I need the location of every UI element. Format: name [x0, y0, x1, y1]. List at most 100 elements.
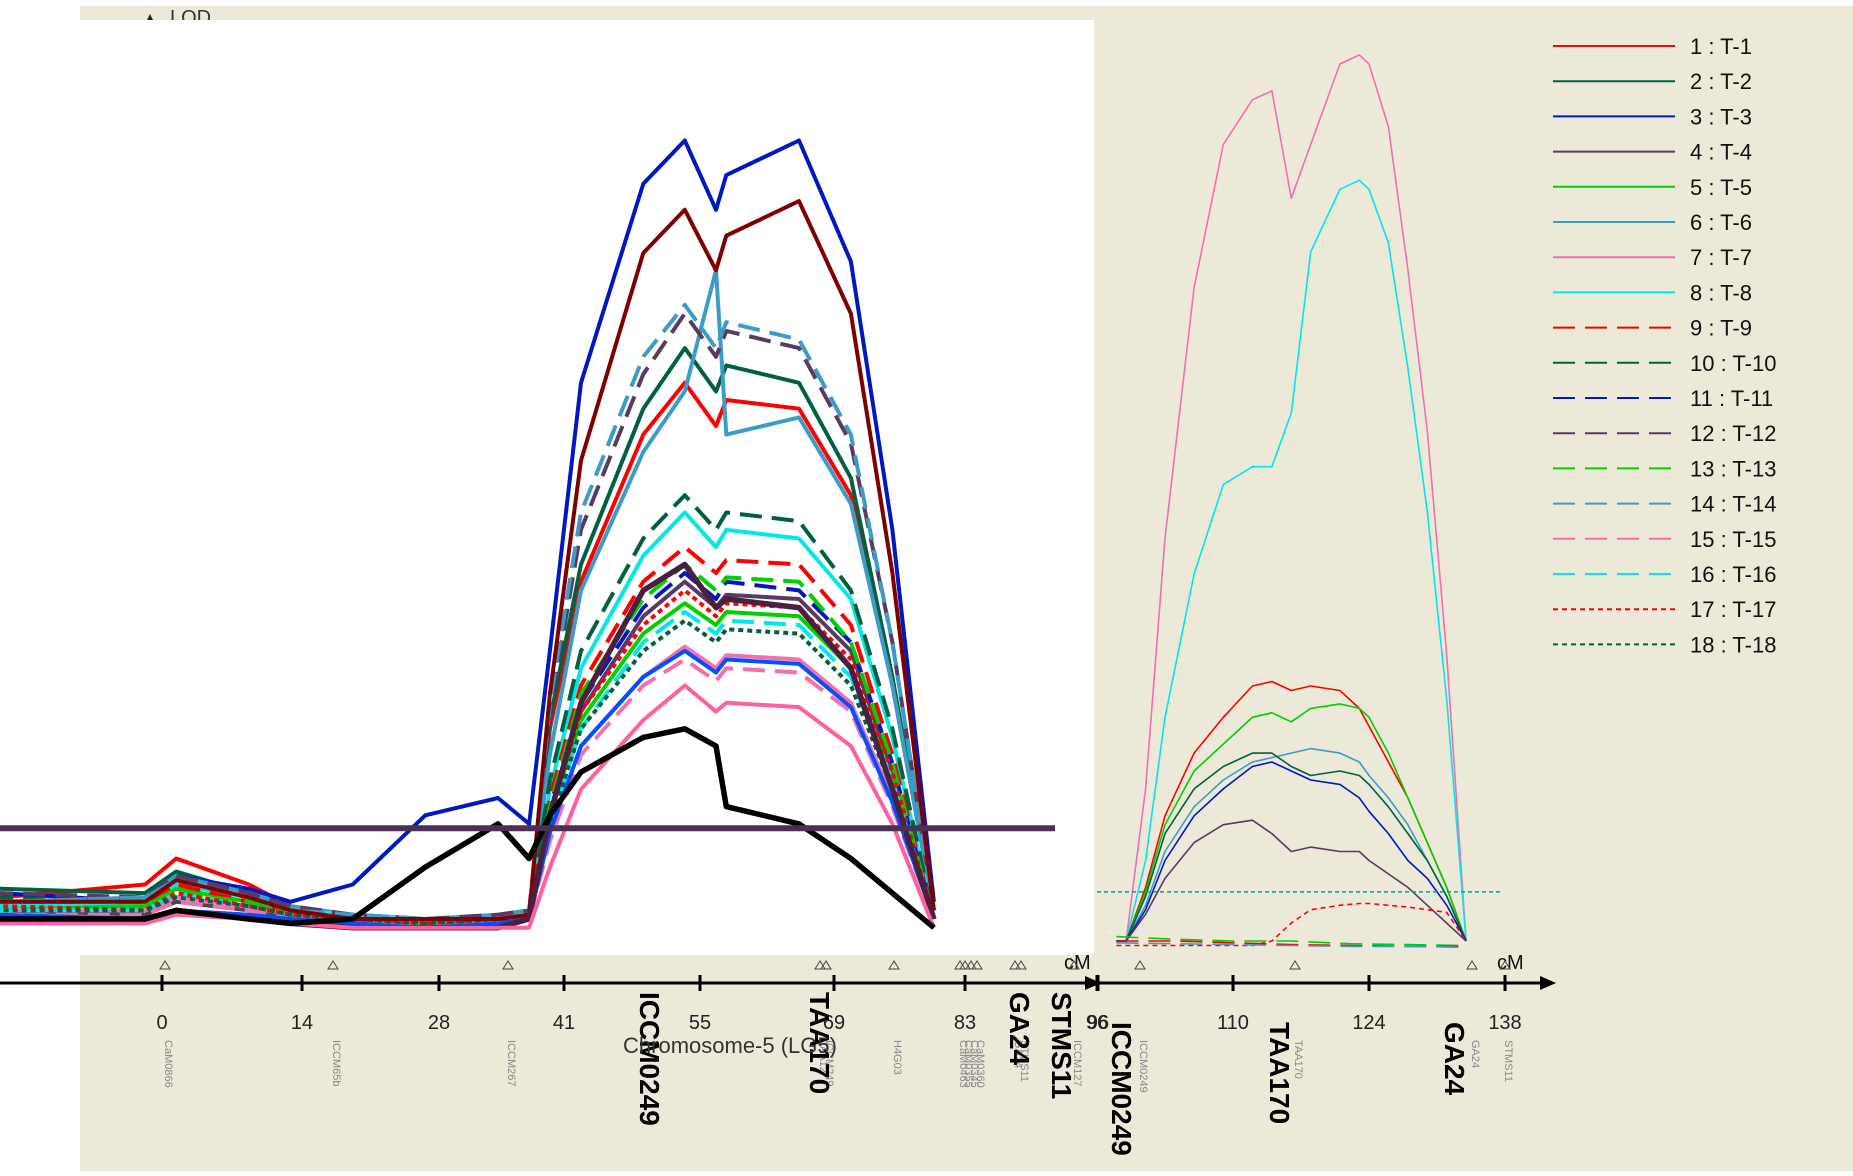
lod-curve-left-series-8b [0, 683, 936, 930]
legend-item: 16 : T-16 [1553, 562, 1776, 587]
marker-name-label: ICCM127 [1071, 1040, 1083, 1086]
marker-name-label: CaM0866 [162, 1040, 174, 1088]
legend-item: 12 : T-12 [1553, 421, 1776, 446]
legend-label: 17 : T-17 [1690, 597, 1776, 622]
marker-name-label: CaM0355 [962, 1040, 974, 1088]
x-axis-tick-label: 124 [1352, 1012, 1385, 1034]
legend-label: 13 : T-13 [1690, 456, 1776, 481]
lod-curve-right-series-8 [1116, 179, 1467, 942]
marker-name-label: GA24 [1012, 1040, 1024, 1068]
lod-curve-right-series-3 [1116, 761, 1467, 942]
legend-label: 16 : T-16 [1690, 562, 1776, 587]
legend-label: 1 : T-1 [1690, 34, 1752, 59]
lod-curve-left-series-9 [0, 545, 936, 926]
legend-label: 7 : T-7 [1690, 245, 1752, 270]
x-axis-tick-label: 110 [1217, 1012, 1249, 1034]
marker-name-label: ICCM65b [330, 1040, 342, 1086]
marker-triangle-icon [888, 960, 900, 970]
marker-triangle-icon [1289, 960, 1301, 970]
legend-item: 3 : T-3 [1553, 104, 1752, 129]
marker-name-label: STMS11 [1502, 1040, 1514, 1082]
legend-label: 10 : T-10 [1690, 351, 1776, 376]
marker-triangle-icon [1466, 960, 1478, 970]
marker-name-label: ICCM267 [505, 1040, 517, 1086]
legend-item: 14 : T-14 [1553, 492, 1776, 517]
trait-legend: 1 : T-1 2 : T-2 3 : T-3 4 : T-4 5 : T-5 6 : T… [1553, 34, 1776, 657]
marker-triangle-icon [327, 960, 339, 970]
marker-name-label: ICCM0249 [1137, 1040, 1149, 1093]
x-axis-tick-label: 0 [156, 1012, 167, 1034]
legend-item: 15 : T-15 [1553, 527, 1776, 552]
lod-curve-right-series-6 [1116, 747, 1467, 942]
x-axis-tick-label: 41 [553, 1012, 575, 1034]
marker-name-label: CaM0345 [968, 1040, 980, 1088]
marker-triangle-icon [1499, 960, 1511, 970]
legend-item: 5 : T-5 [1553, 175, 1752, 200]
legend-label: 6 : T-6 [1690, 210, 1752, 235]
legend-label: 11 : T-11 [1690, 386, 1773, 411]
x-axis-tick-label: 96 [1087, 1012, 1109, 1034]
legend-item: 17 : T-17 [1553, 597, 1776, 622]
legend-item: 6 : T-6 [1553, 210, 1752, 235]
legend-item: 18 : T-18 [1553, 632, 1776, 657]
marker-name-label: ICCM249 [823, 1040, 835, 1086]
x-axis-title: Chromosome-5 (LG5) [623, 1033, 837, 1058]
marker-name-label: H4G03 [891, 1040, 903, 1075]
x-axis-tick-label: 14 [291, 1012, 313, 1034]
marker-triangle-icon [971, 960, 983, 970]
marker-name-label: CaM0463 [957, 1040, 969, 1088]
x-axis-tick-label: 83 [954, 1012, 976, 1034]
legend-label: 18 : T-18 [1690, 632, 1776, 657]
x-axis-tick-label: 96 [1086, 1012, 1108, 1034]
marker-name-label: TAA170 [1292, 1040, 1304, 1079]
bold-marker-label: ICCM0249 [634, 992, 665, 1126]
legend-label: 5 : T-5 [1690, 175, 1752, 200]
legend-item: 13 : T-13 [1553, 456, 1776, 481]
bold-marker-label: GA24 [1439, 1022, 1470, 1096]
lod-curve-right-series-5 [1116, 703, 1467, 942]
legend-label: 3 : T-3 [1690, 104, 1752, 129]
lod-curve-right-series-14 [1116, 942, 1467, 949]
marker-triangle-icon [1134, 960, 1146, 970]
legend-label: 9 : T-9 [1690, 316, 1752, 341]
lod-curve-right-series-2 [1116, 752, 1467, 942]
marker-name-label: GA24 [1469, 1040, 1481, 1068]
marker-name-label: STMS11 [1018, 1040, 1030, 1082]
x-axis-arrow-icon [1540, 976, 1556, 990]
lod-curve-right-series-7 [1116, 54, 1467, 942]
lod-curve-right-series-13 [1116, 935, 1467, 947]
marker-triangle-icon [1015, 960, 1027, 970]
marker-triangle-icon [959, 960, 971, 970]
marker-triangle-icon [1068, 960, 1080, 970]
lod-curve-left-series-1b [0, 199, 936, 921]
right-lod-panel: cM 96 110 124 138 ICCM0249 TAA170 GA24 STMS11 ICC… [1086, 54, 1556, 1156]
legend-label: 14 : T-14 [1690, 492, 1776, 517]
legend-item: 4 : T-4 [1553, 140, 1752, 165]
x-axis-tick-label: 28 [428, 1012, 450, 1034]
x-axis-arrow-icon [1085, 976, 1101, 990]
legend-label: 8 : T-8 [1690, 280, 1752, 305]
marker-triangle-icon [814, 960, 826, 970]
x-axis-tick-label: 138 [1488, 1012, 1521, 1034]
legend-label: 4 : T-4 [1690, 140, 1752, 165]
marker-triangle-icon [965, 960, 977, 970]
marker-triangle-icon [159, 960, 171, 970]
legend-label: 15 : T-15 [1690, 527, 1776, 552]
legend-label: 12 : T-12 [1690, 421, 1776, 446]
bold-marker-label: GA24 [1004, 992, 1035, 1066]
x-axis-unit-label: cM [1497, 952, 1524, 974]
bold-marker-label: TAA170 [804, 992, 835, 1094]
x-axis-tick-label: 55 [689, 1012, 711, 1034]
x-axis-unit-label: cM [1064, 952, 1091, 974]
legend-item: 8 : T-8 [1553, 280, 1752, 305]
legend-item: 9 : T-9 [1553, 316, 1752, 341]
bold-marker-label: ICCM0249 [1106, 1022, 1137, 1156]
lod-curve-left-series-black [0, 726, 936, 930]
x-axis-tick-label: 69 [823, 1012, 845, 1034]
legend-item: 1 : T-1 [1553, 34, 1752, 59]
marker-triangle-icon [1009, 960, 1021, 970]
bold-marker-label: STMS11 [1046, 992, 1077, 1099]
bold-marker-label: TAA170 [1264, 1022, 1295, 1124]
